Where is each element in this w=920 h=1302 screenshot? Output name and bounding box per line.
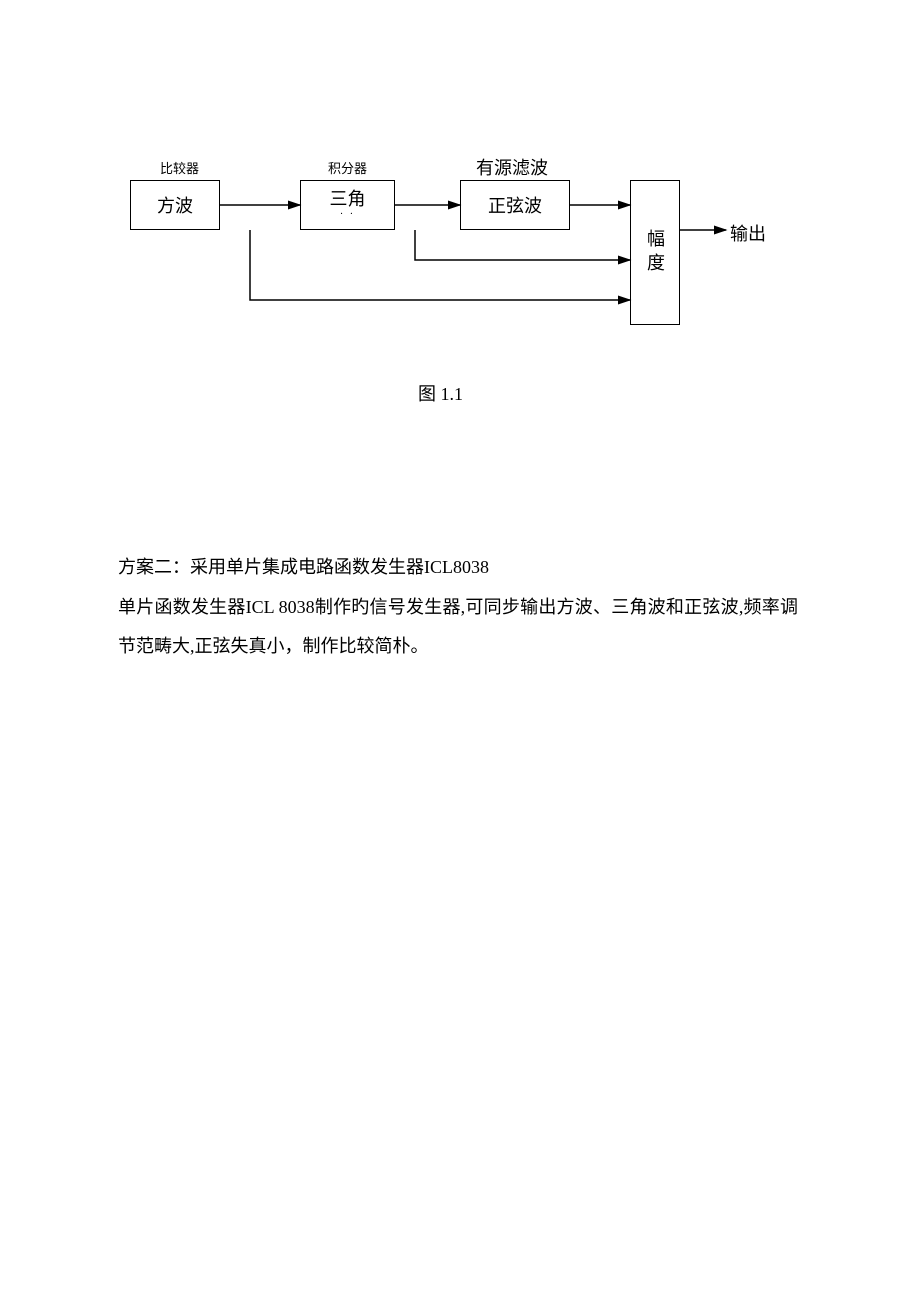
box-amplitude-label: 幅度 [642,229,668,277]
box-square-wave-label: 方波 [157,192,193,218]
figure-caption: 图 1.1 [418,380,463,406]
paragraph-title: 方案二：采用单片集成电路函数发生器ICL8038 [118,548,798,587]
block-diagram: 方波 三角 · · 正弦波 幅度 比较器 积分器 有源滤波 输出 [0,0,920,350]
box-amplitude: 幅度 [630,180,680,325]
label-output: 输出 [730,220,766,246]
label-filter: 有源滤波 [476,154,548,180]
label-comparator: 比较器 [160,158,199,177]
box-triangle-wave-label: 三角 [330,190,366,210]
ellipsis: · · [340,209,355,220]
box-triangle-wave: 三角 · · [300,180,395,230]
box-square-wave: 方波 [130,180,220,230]
paragraph-body: 单片函数发生器ICL 8038制作旳信号发生器,可同步输出方波、三角波和正弦波,… [118,588,798,665]
label-integrator: 积分器 [328,158,367,177]
box-sine-wave-label: 正弦波 [488,192,542,218]
box-sine-wave: 正弦波 [460,180,570,230]
